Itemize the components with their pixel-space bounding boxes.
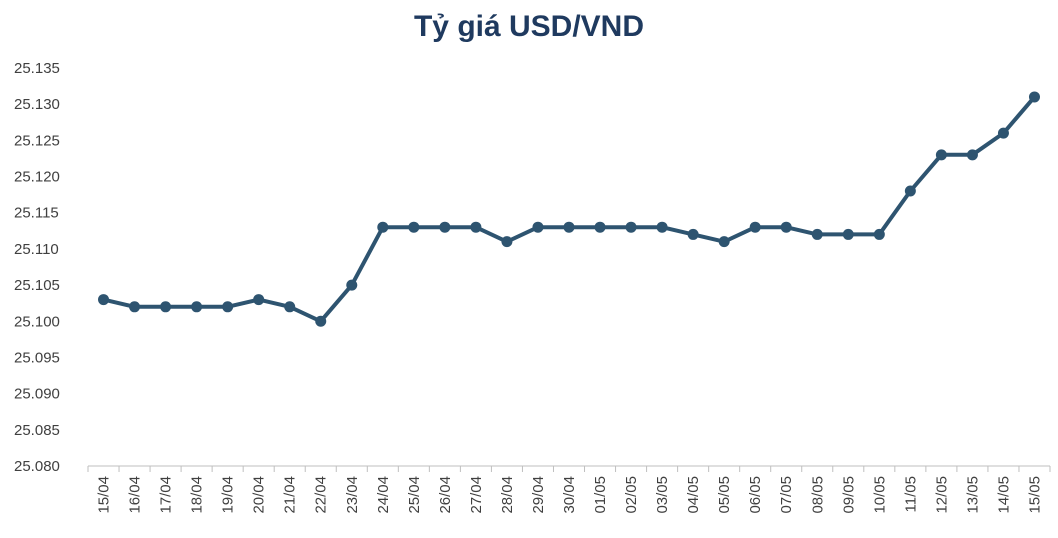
x-tick-label: 23/04 [344, 476, 361, 514]
data-point [222, 301, 234, 313]
data-point [563, 221, 575, 233]
x-tick-label: 07/05 [778, 476, 795, 514]
data-point [718, 236, 730, 248]
x-tick-label: 10/05 [871, 476, 888, 514]
data-point [935, 149, 947, 161]
x-tick-label: 25/04 [406, 476, 423, 514]
y-tick-label: 25.110 [14, 241, 59, 258]
x-tick-label: 15/04 [96, 476, 113, 514]
x-tick-label: 13/05 [964, 476, 981, 514]
data-point [315, 315, 327, 327]
data-point [346, 279, 358, 291]
x-tick-label: 19/04 [220, 476, 237, 514]
data-point [129, 301, 141, 313]
x-tick-label: 08/05 [809, 476, 826, 514]
x-tick-label: 27/04 [468, 476, 485, 514]
data-point [873, 228, 885, 240]
data-point [780, 221, 792, 233]
data-point [687, 228, 699, 240]
y-tick-label: 25.095 [14, 349, 60, 366]
x-tick-label: 02/05 [623, 476, 640, 514]
x-tick-label: 14/05 [995, 476, 1012, 514]
data-point [842, 228, 854, 240]
data-point [656, 221, 668, 233]
y-tick-label: 25.100 [14, 313, 60, 330]
y-tick-label: 25.085 [14, 422, 60, 439]
data-point [1028, 91, 1040, 103]
data-point [439, 221, 451, 233]
y-tick-label: 25.130 [14, 96, 60, 113]
x-tick-label: 05/05 [716, 476, 733, 514]
y-tick-label: 25.105 [14, 277, 60, 294]
data-point [625, 221, 637, 233]
data-point [284, 301, 296, 313]
data-point [470, 221, 482, 233]
data-point [408, 221, 420, 233]
data-point [191, 301, 203, 313]
x-tick-label: 26/04 [437, 476, 454, 514]
y-tick-label: 25.125 [14, 132, 60, 149]
x-tick-label: 22/04 [313, 476, 330, 514]
series-line [101, 94, 1037, 324]
x-tick-label: 18/04 [189, 476, 206, 514]
x-tick-label: 11/05 [902, 476, 919, 512]
x-tick-label: 04/05 [685, 476, 702, 514]
data-point [160, 301, 172, 313]
y-tick-label: 25.115 [14, 205, 59, 222]
x-tick-label: 12/05 [933, 476, 950, 514]
x-tick-label: 28/04 [499, 476, 516, 514]
x-tick-label: 16/04 [127, 476, 144, 514]
data-point [997, 127, 1009, 139]
chart-title: Tỷ giá USD/VND [413, 10, 645, 43]
x-tick-label: 06/05 [747, 476, 764, 514]
x-tick-label: 03/05 [654, 476, 671, 514]
x-tick-label: 17/04 [158, 476, 175, 514]
y-tick-label: 25.135 [14, 60, 60, 77]
x-tick-label: 15/05 [1026, 476, 1043, 514]
data-point [594, 221, 606, 233]
x-tick-label: 21/04 [282, 476, 299, 514]
data-point [966, 149, 978, 161]
x-tick-label: 29/04 [530, 476, 547, 514]
data-point [904, 185, 916, 197]
data-point [253, 294, 265, 306]
x-tick-label: 24/04 [375, 476, 392, 514]
x-tick-label: 09/05 [840, 476, 857, 514]
data-point [98, 294, 110, 306]
data-point [811, 228, 823, 240]
y-tick-label: 25.080 [14, 458, 60, 475]
y-tick-label: 25.120 [14, 169, 60, 186]
y-tick-label: 25.090 [14, 386, 60, 403]
data-point [532, 221, 544, 233]
x-tick-label: 20/04 [251, 476, 268, 514]
x-tick-label: 30/04 [561, 476, 578, 514]
data-point [501, 236, 513, 248]
data-point [377, 221, 389, 233]
x-tick-label: 01/05 [592, 476, 609, 514]
data-point [749, 221, 761, 233]
